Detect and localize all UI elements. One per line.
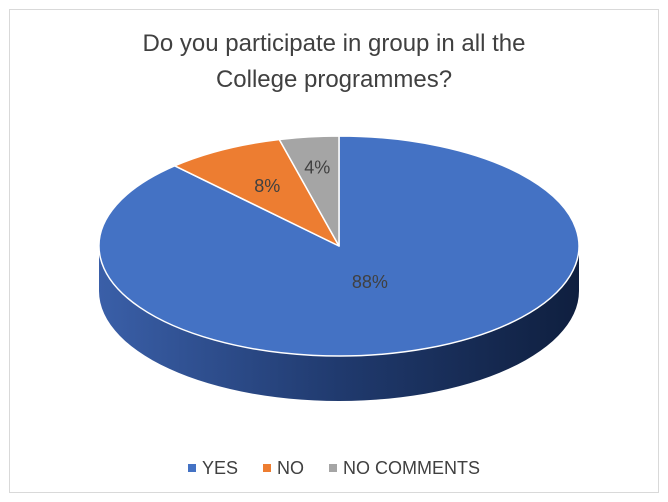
data-label-no-comments: 4% (304, 157, 330, 177)
legend-label-no: NO (277, 458, 305, 478)
pie-slices-layer (98, 135, 580, 357)
pie-slice-no-comments (278, 135, 340, 247)
pie-slice-yes (98, 135, 580, 357)
pie-side-yes (99, 246, 579, 401)
legend-swatch-yes (187, 464, 196, 472)
legend-item-no-comments: NO COMMENTS (329, 458, 480, 479)
legend-swatch-no (263, 464, 272, 472)
chart-title-line-2: College programmes? (215, 66, 453, 93)
chart-title-line-1: Do you participate in group in all the (142, 30, 526, 57)
legend-item-no: NO (263, 458, 304, 479)
legend-swatch-no-comments (329, 464, 338, 472)
legend-label-no-comments: NO COMMENTS (343, 458, 481, 478)
pie-labels-layer: 88% 8% 4% (254, 157, 388, 291)
legend: YES NO NO COMMENTS (0, 458, 668, 479)
data-label-yes: 88% (352, 272, 388, 292)
data-label-no: 8% (254, 176, 280, 196)
pie-depth-layer (99, 246, 579, 401)
legend-item-yes: YES (187, 458, 238, 479)
chart-title: Do you participate in group in all the C… (0, 26, 668, 98)
pie-slice-no (173, 138, 340, 247)
legend-label-yes: YES (201, 458, 238, 478)
